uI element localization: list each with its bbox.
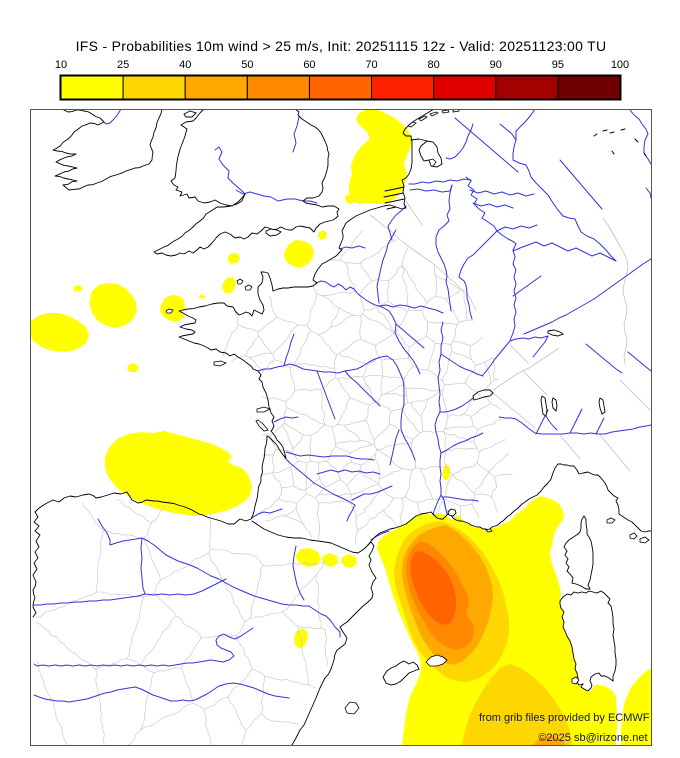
svg-text:10: 10: [55, 59, 67, 71]
svg-text:90: 90: [490, 59, 502, 71]
svg-text:80: 80: [428, 59, 440, 71]
svg-text:©2025 sb@irizone.net: ©2025 sb@irizone.net: [538, 732, 647, 744]
svg-text:from grib files provided by EC: from grib files provided by ECMWF: [479, 712, 650, 724]
svg-text:70: 70: [365, 59, 377, 71]
svg-text:40: 40: [179, 59, 191, 71]
svg-text:25: 25: [117, 59, 129, 71]
svg-text:95: 95: [552, 59, 564, 71]
svg-text:60: 60: [303, 59, 315, 71]
svg-text:50: 50: [241, 59, 253, 71]
svg-text:100: 100: [611, 59, 629, 71]
svg-text:IFS - Probabilities 10m wind >: IFS - Probabilities 10m wind > 25 m/s, I…: [76, 38, 607, 54]
